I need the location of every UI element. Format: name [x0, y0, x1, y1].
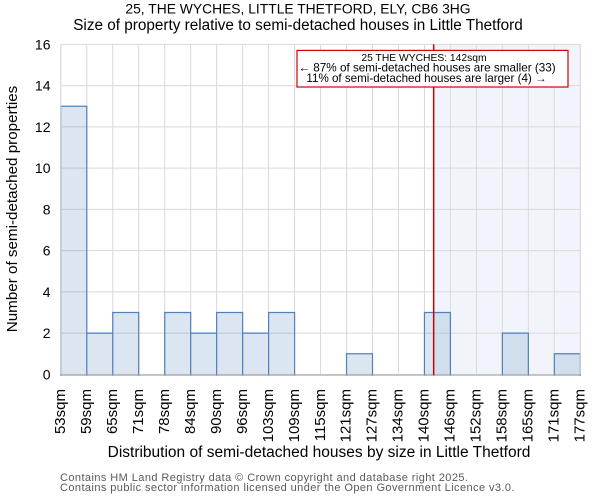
svg-text:109sqm: 109sqm — [286, 389, 303, 442]
svg-text:71sqm: 71sqm — [130, 389, 147, 434]
svg-text:103sqm: 103sqm — [260, 389, 277, 442]
svg-text:90sqm: 90sqm — [208, 389, 225, 434]
svg-text:4: 4 — [43, 284, 51, 300]
svg-text:115sqm: 115sqm — [312, 389, 329, 441]
svg-text:134sqm: 134sqm — [390, 389, 407, 442]
svg-text:Number of semi-detached proper: Number of semi-detached properties — [4, 85, 21, 332]
svg-text:8: 8 — [43, 201, 51, 217]
svg-text:84sqm: 84sqm — [182, 389, 199, 434]
svg-text:12: 12 — [35, 119, 51, 135]
svg-text:Contains public sector informa: Contains public sector information licen… — [60, 482, 515, 494]
svg-text:177sqm: 177sqm — [572, 389, 589, 442]
svg-text:65sqm: 65sqm — [104, 389, 121, 434]
svg-text:Contains HM Land Registry data: Contains HM Land Registry data © Crown c… — [60, 472, 468, 484]
svg-text:78sqm: 78sqm — [156, 389, 173, 434]
svg-text:158sqm: 158sqm — [494, 389, 511, 442]
svg-text:← 87% of semi-detached houses: ← 87% of semi-detached houses are smalle… — [298, 61, 555, 74]
svg-text:25 THE WYCHES: 142sqm: 25 THE WYCHES: 142sqm — [361, 53, 486, 64]
svg-text:165sqm: 165sqm — [520, 389, 537, 442]
svg-text:25, THE WYCHES, LITTLE THETFOR: 25, THE WYCHES, LITTLE THETFORD, ELY, CB… — [125, 1, 470, 17]
svg-text:96sqm: 96sqm — [234, 389, 251, 434]
svg-text:10: 10 — [35, 160, 51, 176]
svg-text:6: 6 — [43, 243, 51, 259]
svg-text:171sqm: 171sqm — [546, 389, 563, 442]
svg-text:59sqm: 59sqm — [78, 389, 95, 434]
svg-text:53sqm: 53sqm — [52, 389, 69, 434]
svg-text:146sqm: 146sqm — [442, 389, 459, 442]
svg-text:140sqm: 140sqm — [416, 389, 433, 442]
svg-text:152sqm: 152sqm — [468, 389, 485, 442]
svg-text:Size of property relative to s: Size of property relative to semi-detach… — [73, 17, 523, 34]
svg-text:16: 16 — [35, 36, 51, 52]
svg-text:14: 14 — [35, 78, 51, 94]
svg-text:11% of semi-detached houses ar: 11% of semi-detached houses are larger (… — [306, 72, 546, 85]
svg-text:121sqm: 121sqm — [338, 389, 355, 442]
svg-text:127sqm: 127sqm — [364, 389, 381, 442]
svg-text:2: 2 — [43, 325, 51, 341]
svg-text:0: 0 — [43, 366, 51, 382]
svg-text:Distribution of semi-detached: Distribution of semi-detached houses by … — [108, 444, 531, 461]
